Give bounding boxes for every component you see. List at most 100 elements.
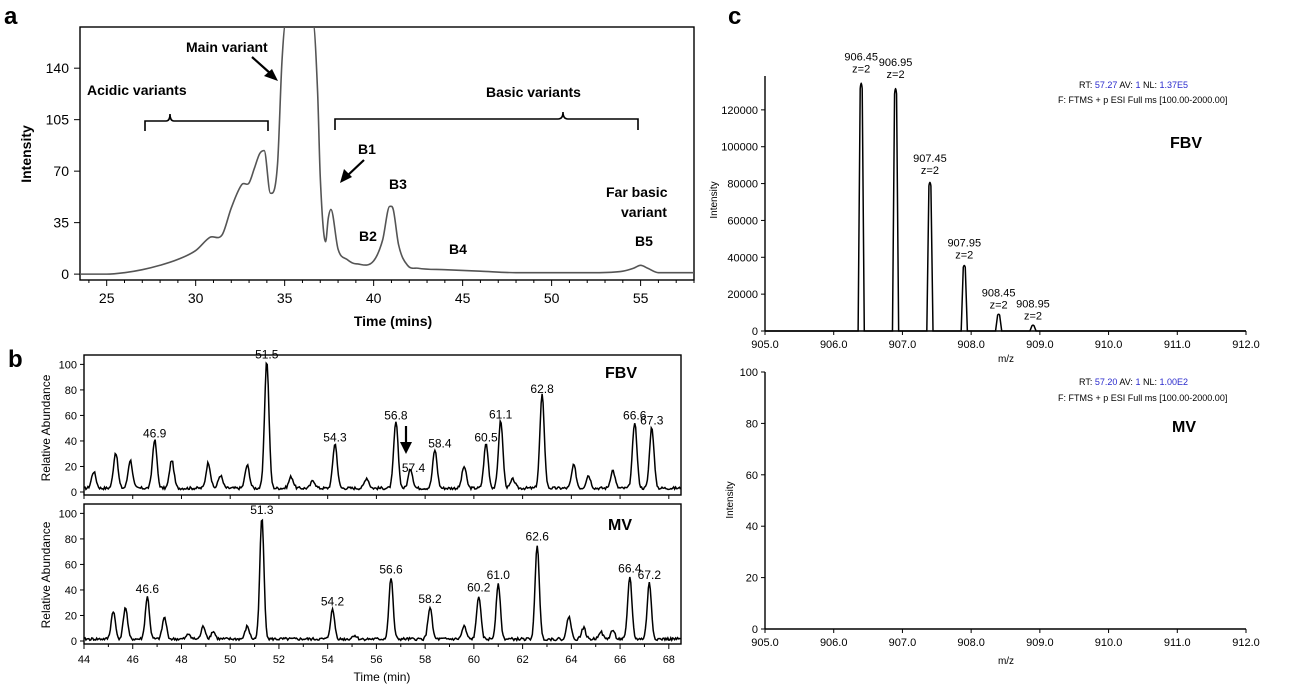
acidic-variants-bracket: [144, 113, 269, 131]
panel-c-bottom-x-tick-label: 905.0: [751, 637, 779, 649]
panel-c-bottom-y-ticks: 0 20 40 60 80 100: [740, 367, 765, 636]
panel-c-top-x-tick-label: 908.0: [957, 339, 985, 351]
panel-c-top-av-value: 1: [1135, 80, 1140, 90]
panel-b-top-peak-label: 56.8: [384, 409, 408, 423]
panel-b-bottom-y-ticks: 0 20 40 60 80 100: [59, 508, 84, 648]
panel-b-top-frame: [83, 354, 682, 496]
panel-a-y-tick-label: 140: [46, 60, 70, 76]
panel-b-x-ticks: 44 46 48 50 52 54 56 58 60 62 64 66 68: [78, 495, 675, 666]
panel-a-x-tick-label: 55: [633, 290, 649, 306]
panel-c-bottom-x-tick-label: 907.0: [889, 637, 917, 649]
panel-c-peak-z-label: z=2: [1024, 310, 1042, 322]
panel-c-top-rt-label: RT:: [1079, 80, 1092, 90]
panel-c-peak-mz-label: 906.95: [879, 57, 913, 69]
panel-b-top-y-tick-label: 80: [65, 385, 77, 397]
main-variant-arrow: [251, 56, 272, 75]
panel-b-bottom-peak-label: 60.2: [467, 581, 491, 595]
panel-c-bottom-y-tick-label: 20: [746, 573, 758, 585]
panel-b-bottom-y-tick-label: 40: [65, 585, 77, 597]
panel-a-x-tick-label: 40: [366, 290, 382, 306]
panel-b-top-peak-label: 57.4: [402, 461, 426, 475]
panel-c-bottom-sample-label: MV: [1172, 419, 1196, 436]
panel-c-bottom-x-tick-label: 908.0: [957, 637, 985, 649]
b3-label: B3: [389, 176, 407, 192]
far-basic-label-line2: variant: [621, 204, 667, 220]
panel-c-top-y-tick-label: 20000: [727, 289, 758, 301]
panel-c-bottom-rt-value: 57.20: [1095, 377, 1118, 387]
panel-c-peak-mz-label: 907.95: [947, 238, 981, 250]
panel-b-top-peak-label: 66.6: [623, 409, 647, 423]
panel-c-peak-mz-label: 906.45: [844, 52, 878, 64]
panel-b-bottom-frame: [83, 503, 682, 645]
b1-arrowhead: [340, 169, 352, 183]
panel-c-peak-mz-label: 908.95: [1016, 298, 1050, 310]
panel-c-bottom-x-tick-label: 910.0: [1095, 637, 1123, 649]
panel-b-bottom-peak-label: 62.6: [526, 530, 550, 544]
panel-c-peak-z-label: z=2: [921, 165, 939, 177]
b1-label: B1: [358, 141, 376, 157]
panel-b-bottom-peak-label: 67.2: [638, 568, 662, 582]
panel-c-bottom-y-tick-label: 100: [740, 367, 758, 379]
panel-b-bottom-peak-label: 51.3: [250, 503, 274, 517]
panel-c-top-sample-label: FBV: [1170, 135, 1202, 152]
panel-c-peak-mz-label: 908.45: [982, 287, 1016, 299]
panel-c-bottom-x-tick-label: 906.0: [820, 637, 848, 649]
panel-b-top-sample-label: FBV: [605, 365, 637, 382]
panel-c-top-rt-value: 57.27: [1095, 80, 1118, 90]
b5-label: B5: [635, 233, 653, 249]
panel-b-top-peak-label: 62.8: [530, 382, 554, 396]
b4-label: B4: [449, 241, 467, 257]
panel-b-x-tick-label: 58: [419, 654, 431, 666]
panel-c-bottom-y-tick-label: 80: [746, 418, 758, 430]
panel-c-top-x-tick-label: 907.0: [889, 339, 917, 351]
panel-a-x-tick-label: 30: [188, 290, 204, 306]
panel-c-top-y-tick-label: 100000: [721, 142, 758, 154]
panel-c-top-y-tick-label: 40000: [727, 252, 758, 264]
panel-a-frame: [79, 26, 695, 281]
panel-b-top-y-tick-label: 0: [71, 487, 77, 499]
panel-c-top-x-label: m/z: [998, 354, 1014, 365]
panel-a-x-tick-label: 35: [277, 290, 293, 306]
panel-c-bottom-y-tick-label: 60: [746, 470, 758, 482]
panel-c-peak-z-label: z=2: [852, 64, 870, 76]
panel-b-x-tick-label: 54: [322, 654, 334, 666]
panel-a-x-tick-label: 45: [455, 290, 471, 306]
panel-b-top-y-label: Relative Abundance: [39, 374, 53, 481]
panel-a-y-tick-label: 0: [61, 266, 69, 282]
panel-b-bottom-peak-label: 54.2: [321, 595, 345, 609]
panel-b-x-tick-label: 68: [663, 654, 675, 666]
panel-c-top-x-tick-label: 906.0: [820, 339, 848, 351]
panel-b-top-peak-label: 58.4: [428, 437, 452, 451]
panel-c-top-info-line: RT: 57.27 AV: 1 NL: 1.37E5: [1079, 80, 1188, 90]
panel-b-bottom-peak-label: 46.6: [136, 582, 160, 596]
panel-letter-c: c: [728, 3, 741, 30]
panel-b-top-peak-label: 61.1: [489, 407, 513, 421]
panel-c-peak-mz-label: 907.45: [913, 153, 947, 165]
main-variant-arrowhead: [264, 69, 278, 81]
panel-c-bottom-x-label: m/z: [998, 656, 1014, 667]
panel-a-y-tick-label: 70: [53, 163, 69, 179]
panel-b-top-peak-label: 54.3: [323, 430, 347, 444]
panel-b-bottom-peak-label: 56.6: [379, 563, 403, 577]
panel-b-bottom-sample-label: MV: [608, 517, 632, 534]
panel-b-x-tick-label: 56: [370, 654, 382, 666]
panel-b-bottom-peak-label: 58.2: [418, 592, 442, 606]
panel-b-bottom-y-tick-label: 100: [59, 508, 77, 520]
panel-c-top-x-tick-label: 912.0: [1232, 339, 1260, 351]
panel-c-bottom-y-tick-label: 0: [752, 624, 758, 636]
panel-b-bottom-y-tick-label: 60: [65, 559, 77, 571]
panel-c-bottom-info-line: RT: 57.20 AV: 1 NL: 1.00E2: [1079, 377, 1188, 387]
panel-b: 0 20 40 60 80 100 46.9 51.5 54.3 56.8 57.458.4 60.…: [39, 347, 682, 684]
panel-c-bottom-rt-label: RT:: [1079, 377, 1092, 387]
panel-b-x-tick-label: 62: [516, 654, 528, 666]
panel-b-x-tick-label: 52: [273, 654, 285, 666]
panel-c-bottom-x-tick-label: 911.0: [1164, 637, 1191, 649]
panel-b-top-y-ticks: 0 20 40 60 80 100: [59, 359, 84, 499]
acidic-variants-label: Acidic variants: [87, 82, 187, 98]
panel-c-top-x-tick-label: 911.0: [1164, 339, 1191, 351]
panel-a-x-tick-label: 50: [544, 290, 560, 306]
panel-b-x-tick-label: 44: [78, 654, 90, 666]
panel-b-57-4-arrowhead: [400, 442, 412, 454]
